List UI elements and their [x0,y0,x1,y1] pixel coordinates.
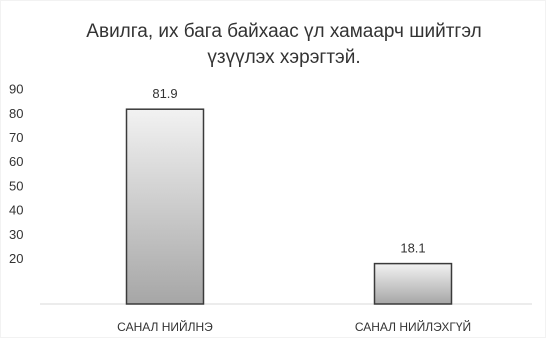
y-tick-label: 80 [9,106,23,121]
y-tick-label: 90 [9,82,23,97]
x-axis-category-labels: САНАЛ НИЙЛНЭ САНАЛ НИЙЛЭХГҮЙ [117,319,471,334]
y-tick-label: 20 [9,251,23,266]
y-tick-label: 50 [9,178,23,193]
bars [125,108,453,305]
data-label-2: 18.1 [400,241,425,256]
category-label-1: САНАЛ НИЙЛНЭ [117,319,213,334]
data-label-1: 81.9 [152,86,177,101]
bar-2 [373,262,453,305]
y-axis-tick-labels: 20 30 40 50 60 70 80 90 [9,82,23,266]
category-label-2: САНАЛ НИЙЛЭХГҮЙ [355,319,471,334]
y-tick-label: 40 [9,203,23,218]
chart-title: Авилга, их бага байхаас үл хамаарч шийтг… [61,19,507,71]
bar-1 [125,108,205,305]
chart-title-line-1: Авилга, их бага байхаас үл хамаарч шийтг… [86,21,482,42]
y-tick-label: 60 [9,154,23,169]
y-tick-label: 70 [9,130,23,145]
chart-title-line-2: үзүүлэх хэрэгтэй. [207,47,361,68]
data-labels: 81.9 18.1 [152,86,425,255]
y-tick-label: 30 [9,227,23,242]
